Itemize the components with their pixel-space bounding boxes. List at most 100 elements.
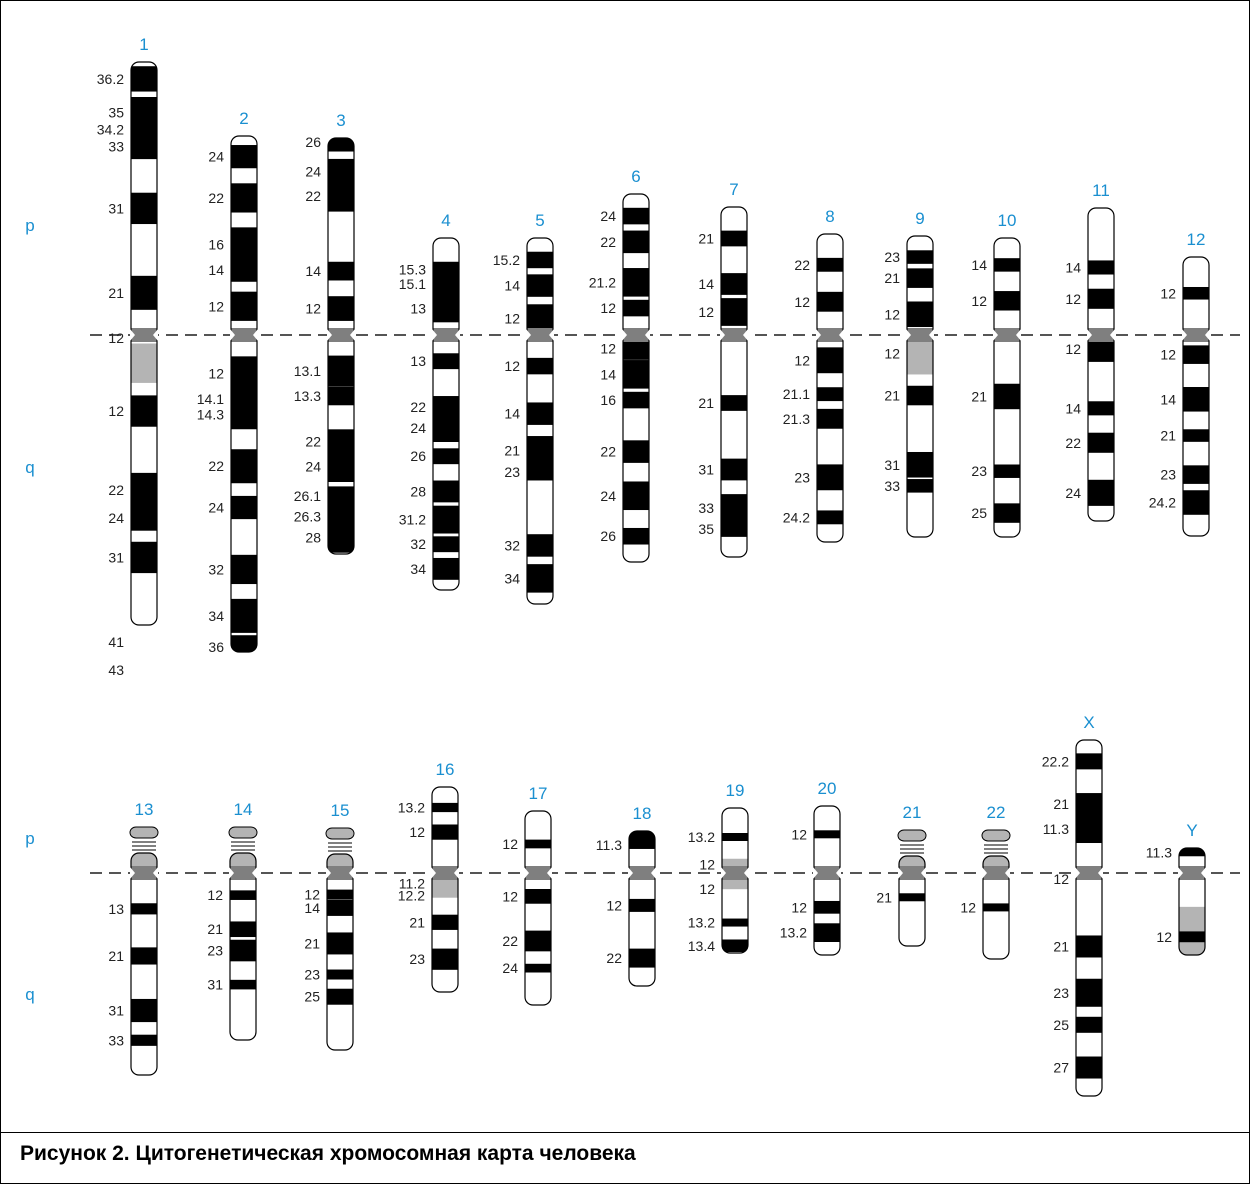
chromosome-Y-heterochromatin: [1179, 906, 1205, 955]
chromosome-19-band-label: 13.2: [688, 915, 715, 931]
caption-separator: [0, 1132, 1250, 1133]
chromosome-7-band-label: 31: [698, 462, 714, 478]
chromosome-8-body: [817, 234, 843, 542]
chromosome-2-band-label: 14.3: [197, 407, 224, 423]
chromosome-8-band: [817, 347, 843, 374]
chromosome-2-band-label: 22: [208, 190, 224, 206]
chromosome-21-notch-right: [921, 867, 926, 879]
chromosome-17-band-label: 24: [502, 960, 518, 976]
chromosome-22-notch-right: [1005, 867, 1010, 879]
chromosome-16-band-label: 23: [409, 951, 425, 967]
chromosome-7-band-label: 33: [698, 500, 714, 516]
chromosome-9-outline: [906, 235, 934, 538]
chromosome-11-outline: [1087, 207, 1115, 522]
chromosome-14-notch-right: [252, 867, 257, 879]
chromosome-Y-body: [1179, 848, 1205, 955]
chromosome-15-body: [327, 854, 353, 1050]
chromosome-20-band: [814, 830, 840, 839]
chromosome-11-band: [1088, 401, 1114, 416]
chromosome-15-outline: [326, 853, 354, 1051]
chromosome-4-band: [433, 353, 459, 370]
chromosome-18-telomere-band: [629, 831, 655, 841]
chromosome-16-band: [432, 914, 458, 930]
chromosome-7-band-label: 21: [698, 395, 714, 411]
chromosome-6-band-label: 12: [600, 300, 616, 316]
arm-label-p-row1: p: [25, 216, 34, 235]
chromosome-13-centromere: [131, 866, 157, 880]
chromosome-15-band-label: 14: [304, 900, 320, 916]
chromosome-8: 8 22 12 12 21.1 21.3 23 24.2: [783, 207, 844, 543]
chromosome-11-band: [1088, 432, 1114, 453]
chromosome-8-band: [817, 464, 843, 491]
chromosome-11-body: [1088, 208, 1114, 521]
chromosome-6-band: [623, 391, 649, 409]
chromosome-12-centromere: [1183, 328, 1209, 342]
chromosome-1-heterochromatin: [131, 343, 157, 383]
chromosome-1-band: [131, 541, 157, 574]
chromosome-20-band-label: 12: [791, 826, 807, 842]
chromosome-4-band: [433, 448, 459, 465]
chromosome-14-centromere: [230, 866, 256, 880]
chromosome-4-band: [433, 536, 459, 553]
chromosome-13-band-label: 31: [108, 1003, 124, 1019]
chromosome-17: 17 12 12 22 24: [502, 784, 552, 1006]
chromosome-12-body: [1183, 257, 1209, 536]
chromosome-3-band-label: 26.1: [294, 488, 321, 504]
chromosome-16-number: 16: [436, 760, 455, 779]
chromosome-11-band: [1088, 479, 1114, 506]
chromosome-6-band: [623, 268, 649, 297]
chromosome-2-centromere: [231, 328, 257, 342]
chromosome-9-number: 9: [915, 209, 924, 228]
chromosome-3-band: [328, 486, 354, 506]
chromosome-16-outline: [431, 786, 459, 993]
chromosome-18-band-label: 11.3: [596, 837, 622, 853]
chromosome-2-band-label: 32: [208, 561, 224, 577]
chromosome-11-centromere: [1088, 328, 1114, 342]
chromosome-6-band-label: 21.2: [589, 274, 616, 290]
chromosome-17-band-label: 12: [502, 836, 518, 852]
chromosome-3-band-label: 14: [305, 263, 321, 279]
chromosome-21-outline: [898, 855, 926, 947]
chromosome-21-satellite: [897, 829, 927, 842]
chromosome-6-band: [623, 337, 649, 360]
chromosome-20-centromere: [814, 866, 840, 880]
chromosome-1-band: [131, 472, 157, 507]
chromosome-10-band: [994, 464, 1020, 478]
chromosome-19-band: [722, 833, 748, 841]
chromosome-2-notch-left: [230, 329, 235, 341]
chromosome-1-band-label: 12: [108, 403, 124, 419]
chromosome-22-satellite: [981, 829, 1011, 842]
chromosome-X-number: X: [1083, 713, 1094, 732]
chromosome-8-outline: [816, 233, 844, 543]
chromosome-14-band: [230, 921, 256, 938]
chromosome-2-notch-right: [253, 329, 258, 341]
chromosome-3-band-label: 24: [305, 163, 321, 179]
chromosome-16-centromere: [432, 866, 458, 880]
chromosome-19-band-label: 13.4: [688, 938, 715, 954]
chromosome-14-band-label: 12: [207, 887, 223, 903]
chromosome-4-centromere: [433, 328, 459, 342]
chromosome-3-band: [328, 158, 354, 184]
chromosome-7-band: [721, 458, 747, 481]
chromosome-1-notch-right: [153, 329, 158, 341]
chromosome-19-band-label: 13.2: [688, 829, 715, 845]
chromosome-13-number: 13: [135, 800, 154, 819]
chromosome-6-centromere: [623, 328, 649, 342]
chromosome-1-band: [131, 66, 157, 92]
chromosome-12-band: [1183, 465, 1209, 484]
chromosome-16-band: [432, 948, 458, 970]
chromosome-X-band-label: 25: [1053, 1017, 1069, 1033]
chromosome-16-band-label: 12.2: [398, 888, 425, 904]
chromosome-3-notch-right: [350, 329, 355, 341]
chromosome-2-band-label: 24: [208, 500, 224, 516]
chromosome-20-number: 20: [818, 779, 837, 798]
chromosome-4-band: [433, 557, 459, 580]
arm-labels: p q p q: [25, 216, 34, 1004]
chromosome-1-band: [131, 395, 157, 427]
chromosome-11-band-label: 14: [1065, 400, 1081, 416]
chromosome-22-outline: [982, 855, 1010, 960]
chromosome-18-outline: [628, 830, 656, 987]
chromosome-17-notch-right: [547, 867, 552, 879]
chromosome-5-band-label: 21: [504, 442, 520, 458]
chromosome-X-notch-right: [1098, 867, 1103, 879]
